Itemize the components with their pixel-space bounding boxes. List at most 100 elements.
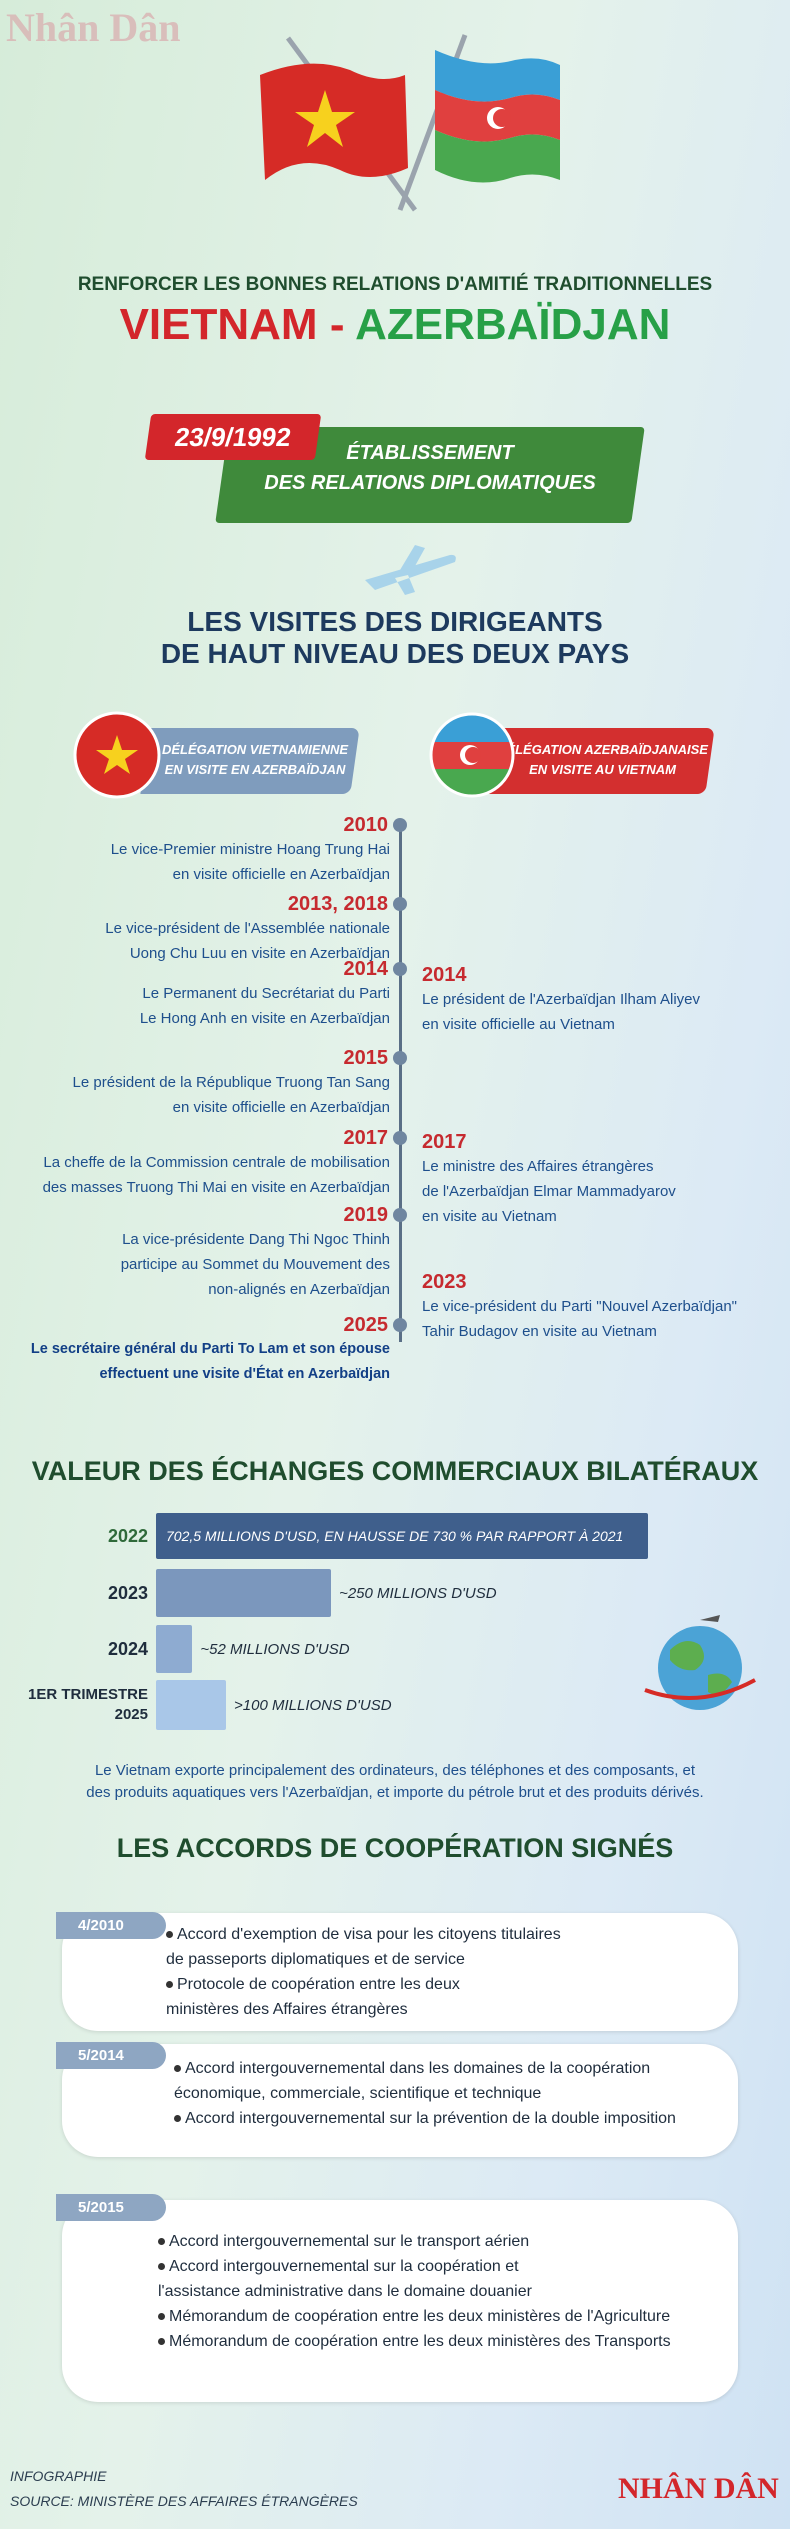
value-label: ~250 MILLIONS D'USD bbox=[339, 1584, 497, 1602]
footer-label: INFOGRAPHIE bbox=[10, 2468, 107, 2484]
bullet bbox=[174, 2115, 181, 2122]
year: 2013, 2018 bbox=[287, 893, 388, 915]
agreement-text: Accord intergouvernemental sur le transp… bbox=[169, 2233, 530, 2250]
agreement-box bbox=[62, 1913, 738, 2031]
agreement-text: Accord intergouvernemental sur la coopér… bbox=[169, 2258, 519, 2275]
visit-text: Uong Chu Luu en visite en Azerbaïdjan bbox=[129, 945, 390, 962]
trade-note-line: Le Vietnam exporte principalement des or… bbox=[94, 1762, 696, 1779]
visit-text: Le ministre des Affaires étrangères bbox=[422, 1158, 654, 1175]
agreement-text: de passeports diplomatiques et de servic… bbox=[166, 1951, 465, 1968]
year: 2025 bbox=[343, 1314, 389, 1336]
dot bbox=[393, 897, 407, 911]
dot bbox=[393, 962, 407, 976]
dot bbox=[393, 1208, 407, 1222]
plane-icon bbox=[365, 545, 456, 595]
visits-title: LES VISITES DES DIRIGEANTS DE HAUT NIVEA… bbox=[0, 606, 790, 670]
dot bbox=[393, 1318, 407, 1332]
visit-text: Le vice-président de l'Assemblée nationa… bbox=[105, 920, 390, 937]
agreement-text: Accord d'exemption de visa pour les cito… bbox=[177, 1926, 561, 1943]
visit-text: Tahir Budagov en visite au Vietnam bbox=[422, 1323, 657, 1340]
establishment-line: ÉTABLISSEMENT bbox=[346, 442, 514, 464]
visit-text: en visite officielle en Azerbaïdjan bbox=[172, 866, 390, 883]
visit-text: des masses Truong Thi Mai en visite en A… bbox=[42, 1179, 390, 1196]
visit-text: de l'Azerbaïdjan Elmar Mammadyarov bbox=[422, 1183, 676, 1200]
bullet bbox=[158, 2263, 165, 2270]
category-label: 2022 bbox=[107, 1526, 148, 1546]
globe-icon bbox=[644, 1615, 756, 1710]
label-line: EN VISITE EN AZERBAÏDJAN bbox=[164, 762, 346, 777]
vn-badge bbox=[73, 711, 161, 799]
agreement-text: ministères des Affaires étrangères bbox=[166, 2001, 408, 2018]
bullet bbox=[166, 1981, 173, 1988]
agreement-text: Mémorandum de coopération entre les deux… bbox=[169, 2333, 671, 2350]
agreement-text: Accord intergouvernemental sur la préven… bbox=[185, 2110, 676, 2127]
agreement-text: l'assistance administrative dans le doma… bbox=[158, 2283, 532, 2300]
separator: - bbox=[329, 300, 345, 349]
right-label: DÉLÉGATION AZERBAÏDJANAISE EN VISITE AU … bbox=[495, 740, 710, 780]
value-label: ~52 MILLIONS D'USD bbox=[200, 1640, 350, 1658]
visit-text: Le vice-président du Parti "Nouvel Azerb… bbox=[422, 1298, 737, 1315]
visit-text: Le président de la République Truong Tan… bbox=[72, 1074, 390, 1091]
dot bbox=[393, 1051, 407, 1065]
bar bbox=[156, 1569, 332, 1617]
bullet bbox=[158, 2338, 165, 2345]
bar bbox=[156, 1625, 193, 1673]
country: AZERBAÏDJAN bbox=[355, 300, 671, 349]
bullet bbox=[158, 2313, 165, 2320]
visit-text: en visite officielle en Azerbaïdjan bbox=[172, 1099, 390, 1116]
kicker: RENFORCER LES BONNES RELATIONS D'AMITIÉ … bbox=[77, 274, 713, 295]
visit-text: La cheffe de la Commission centrale de m… bbox=[43, 1154, 390, 1171]
label-line: EN VISITE AU VIETNAM bbox=[529, 762, 676, 777]
establishment-text: ÉTABLISSEMENT DES RELATIONS DIPLOMATIQUE… bbox=[250, 438, 610, 498]
year: 2019 bbox=[343, 1204, 389, 1226]
agreement-text: Protocole de coopération entre les deux bbox=[177, 1976, 460, 1993]
bullet bbox=[158, 2238, 165, 2245]
agreement-box bbox=[62, 2044, 738, 2157]
year: 2014 bbox=[343, 958, 389, 980]
category-label: 2024 bbox=[107, 1639, 148, 1659]
year: 2010 bbox=[343, 814, 389, 836]
value-label: 702,5 MILLIONS D'USD, EN HAUSSE DE 730 %… bbox=[166, 1528, 624, 1544]
agreement-text: Accord intergouvernemental dans les doma… bbox=[185, 2060, 651, 2077]
date-tag: 5/2014 bbox=[56, 2042, 166, 2069]
visit-text: en visite au Vietnam bbox=[422, 1208, 557, 1225]
visit-text: non-alignés en Azerbaïdjan bbox=[208, 1281, 390, 1298]
visits-title-line: DE HAUT NIVEAU DES DEUX PAYS bbox=[160, 638, 630, 669]
category-label: 2023 bbox=[107, 1583, 148, 1603]
headline: VIETNAM - AZERBAÏDJAN bbox=[0, 300, 790, 350]
trade-note: Le Vietnam exporte principalement des or… bbox=[0, 1760, 790, 1804]
visit-text: Le Permanent du Secrétariat du Parti bbox=[142, 985, 390, 1002]
visit-text: participe au Sommet du Mouvement des bbox=[120, 1256, 390, 1273]
year: 2017 bbox=[343, 1127, 389, 1149]
visit-text: Le président de l'Azerbaïdjan Ilham Aliy… bbox=[422, 991, 701, 1008]
bar bbox=[156, 1680, 227, 1730]
visit-text: Le secrétaire général du Parti To Lam et… bbox=[30, 1341, 390, 1357]
visit-text: effectuent une visite d'État en Azerbaïd… bbox=[99, 1366, 390, 1382]
left-label: DÉLÉGATION VIETNAMIENNE EN VISITE EN AZE… bbox=[150, 740, 360, 780]
visit-text: La vice-présidente Dang Thi Ngoc Thinh bbox=[122, 1231, 390, 1248]
date-tag: 4/2010 bbox=[56, 1912, 166, 1939]
bar bbox=[156, 1513, 648, 1559]
trade-note-line: des produits aquatiques vers l'Azerbaïdj… bbox=[86, 1784, 704, 1801]
visit-text: en visite officielle au Vietnam bbox=[422, 1016, 615, 1033]
year: 2023 bbox=[422, 1271, 467, 1293]
logo: Nhân Dân bbox=[6, 5, 181, 50]
agreements-title: LES ACCORDS DE COOPÉRATION SIGNÉS bbox=[116, 1833, 674, 1863]
visit-text: Le Hong Anh en visite en Azerbaïdjan bbox=[139, 1010, 390, 1027]
category-label: 1ER TRIMESTRE 2025 bbox=[27, 1686, 148, 1723]
footer-source: SOURCE: MINISTÈRE DES AFFAIRES ÉTRANGÈRE… bbox=[10, 2493, 358, 2509]
year: 2015 bbox=[343, 1047, 389, 1069]
establishment-line: DES RELATIONS DIPLOMATIQUES bbox=[264, 472, 596, 494]
agreement-text: économique, commerciale, scientifique et… bbox=[174, 2085, 542, 2102]
flags bbox=[260, 34, 560, 212]
bullet bbox=[166, 1931, 173, 1938]
timeline-axis bbox=[399, 822, 402, 1342]
value-label: >100 MILLIONS D'USD bbox=[234, 1696, 392, 1714]
az-badge bbox=[429, 712, 515, 798]
label-line: DÉLÉGATION VIETNAMIENNE bbox=[161, 742, 349, 757]
bullet bbox=[174, 2065, 181, 2072]
dot bbox=[393, 1131, 407, 1145]
date-tag: 5/2015 bbox=[56, 2194, 166, 2221]
visits-title-line: LES VISITES DES DIRIGEANTS bbox=[187, 606, 603, 637]
